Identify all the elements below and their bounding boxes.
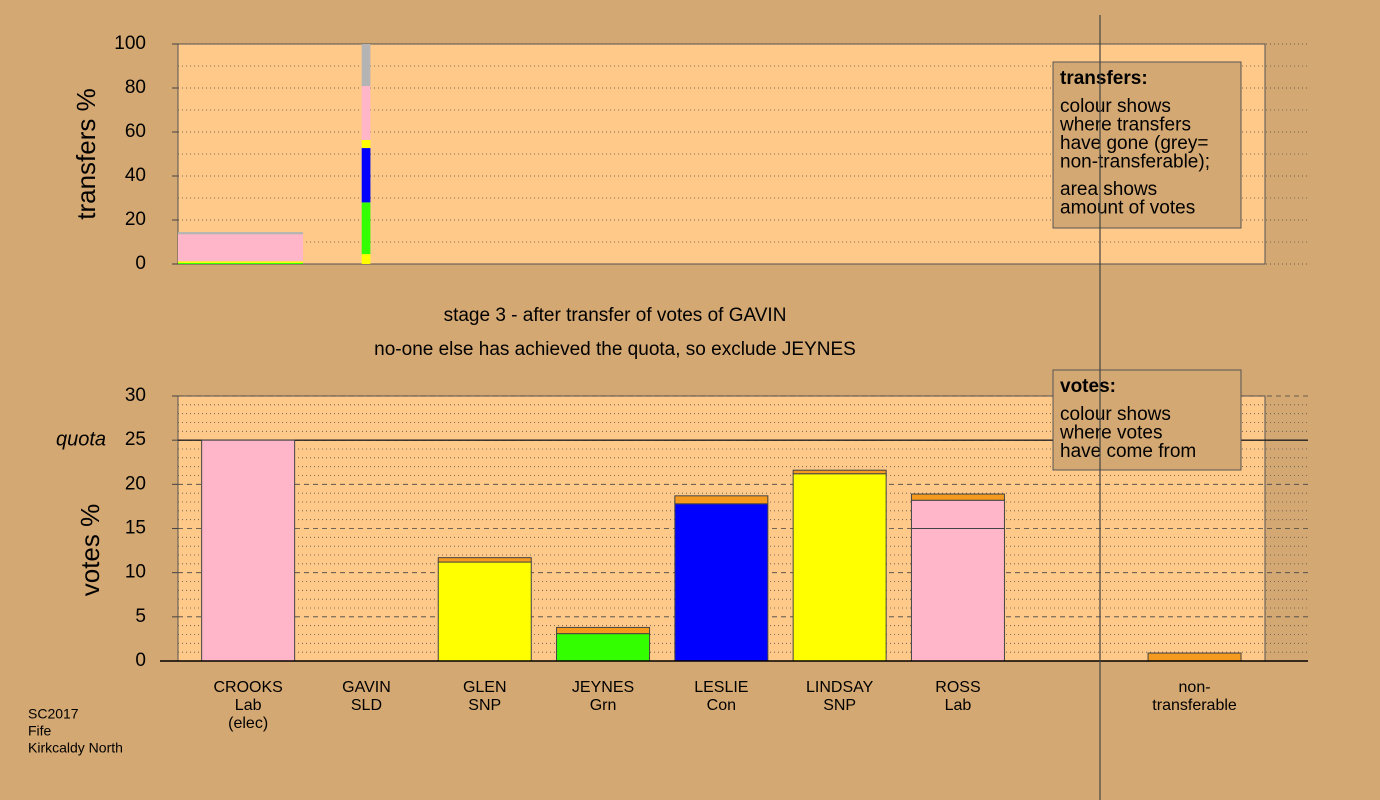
note-text: colour shows: [1060, 96, 1171, 117]
x-tick-label: Grn: [590, 697, 617, 714]
x-tick-label: non-: [1179, 679, 1211, 696]
x-tick-label: LESLIE: [694, 679, 748, 696]
x-tick-label: GAVIN: [342, 679, 391, 696]
bar-segment: [178, 261, 304, 263]
bar-segment: [1147, 652, 1242, 662]
bar-segment: [910, 499, 1005, 530]
note-title: transfers:: [1060, 68, 1148, 89]
x-tick-label: CROOKS: [213, 679, 282, 696]
note-background: [1052, 61, 1242, 229]
x-tick-label: Lab: [235, 697, 262, 714]
quota-label: quota: [56, 428, 106, 450]
bar-segment: [556, 626, 651, 635]
x-tick-label: (elec): [228, 715, 268, 732]
bar-segment: [674, 503, 769, 662]
bar-segment: [361, 202, 371, 255]
bar-segment: [361, 148, 371, 203]
bar-segment: [178, 262, 304, 264]
y-tick-label: 10: [125, 562, 146, 583]
footer-text: Kirkcaldy North: [28, 740, 123, 756]
note-text: where votes: [1059, 423, 1162, 444]
x-tick-label: LINDSAY: [806, 679, 874, 696]
x-tick-label: Con: [707, 697, 736, 714]
y-tick-label: 0: [135, 650, 146, 671]
caption: no-one else has achieved the quota, so e…: [374, 339, 856, 360]
note-text: have come from: [1060, 441, 1196, 462]
bar-segment: [361, 86, 371, 140]
bar-segment: [201, 439, 296, 662]
note-text: have gone (grey=: [1060, 133, 1208, 154]
y-tick-label: 60: [125, 121, 146, 142]
footer-text: Fife: [28, 723, 52, 739]
y-axis-label: transfers %: [71, 88, 101, 220]
x-tick-label: SNP: [468, 697, 501, 714]
footer-text: SC2017: [28, 706, 79, 722]
x-tick-label: SNP: [823, 697, 856, 714]
y-tick-label: 80: [125, 77, 146, 98]
note-text: where transfers: [1059, 115, 1191, 136]
note-title: votes:: [1060, 376, 1116, 397]
bar-segment: [361, 254, 371, 264]
y-tick-label: 20: [125, 209, 146, 230]
x-tick-label: transferable: [1152, 697, 1237, 714]
bar-segment: [178, 232, 304, 235]
bar-segment: [437, 561, 532, 662]
x-tick-label: GLEN: [463, 679, 507, 696]
y-tick-label: 25: [125, 429, 146, 450]
x-tick-label: ROSS: [935, 679, 980, 696]
y-tick-label: 30: [125, 385, 146, 406]
y-axis-label: votes %: [75, 504, 105, 597]
y-tick-label: 20: [125, 473, 146, 494]
bar-segment: [361, 139, 371, 149]
x-tick-label: Lab: [945, 697, 972, 714]
x-tick-label: JEYNES: [572, 679, 634, 696]
note-background: [1052, 369, 1242, 471]
bar-segment: [437, 557, 532, 563]
y-tick-label: 15: [125, 518, 146, 539]
bar-segment: [910, 528, 1005, 662]
y-tick-label: 5: [135, 606, 146, 627]
x-tick-label: SLD: [351, 697, 382, 714]
y-tick-label: 40: [125, 165, 146, 186]
bar-segment: [792, 473, 887, 662]
bar-segment: [361, 44, 371, 87]
bar-segment: [674, 495, 769, 505]
y-tick-label: 0: [135, 253, 146, 274]
bar-segment: [910, 493, 1005, 501]
bar-segment: [792, 469, 887, 475]
note-text: non-transferable);: [1060, 152, 1210, 173]
bar-segment: [556, 633, 651, 662]
note-text: area shows: [1060, 179, 1157, 200]
bar-segment: [178, 234, 304, 262]
note-text: colour shows: [1060, 404, 1171, 425]
y-tick-label: 100: [114, 33, 146, 54]
note-text: amount of votes: [1060, 198, 1195, 219]
caption: stage 3 - after transfer of votes of GAV…: [444, 305, 787, 326]
